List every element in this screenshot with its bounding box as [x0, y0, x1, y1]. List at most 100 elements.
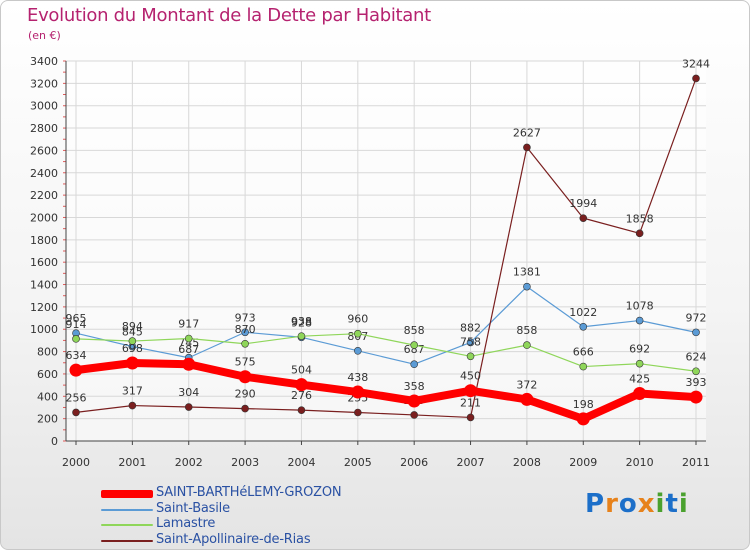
y-tick-label: 1600 — [30, 256, 58, 269]
data-label-lamastre: 666 — [573, 346, 594, 359]
legend-label-saint-barthelemy-grozon: SAINT-BARTHéLEMY-GROZON — [156, 485, 342, 500]
series-line-lamastre — [75, 333, 697, 372]
data-point-saint-apollinaire-de-rias — [184, 403, 193, 411]
legend-item-saint-apollinaire-de-rias: Saint-Apollinaire-de-Rias — [101, 532, 401, 549]
y-tick-label: 3400 — [30, 55, 58, 68]
data-point-saint-barthelemy-grozon — [407, 394, 421, 408]
data-label-saint-apollinaire-de-rias: 304 — [178, 386, 199, 399]
data-label-lamastre: 894 — [122, 320, 143, 333]
y-tick-label: 800 — [37, 346, 58, 359]
data-point-lamastre — [635, 359, 644, 368]
data-label-saint-barthelemy-grozon: 358 — [404, 380, 425, 393]
data-label-lamastre: 758 — [460, 335, 481, 348]
data-point-lamastre — [410, 341, 418, 349]
x-tick-label: 2006 — [400, 456, 428, 469]
data-label-saint-apollinaire-de-rias: 1994 — [569, 197, 597, 210]
logo-letter: r — [605, 489, 619, 519]
data-label-lamastre: 914 — [66, 318, 87, 331]
data-point-saint-basile — [410, 360, 418, 369]
x-tick-label: 2004 — [287, 456, 315, 469]
data-point-saint-apollinaire-de-rias — [128, 401, 137, 410]
data-point-lamastre — [579, 362, 588, 371]
data-point-saint-barthelemy-grozon — [633, 387, 647, 400]
logo-letter: x — [637, 489, 656, 519]
data-point-lamastre — [523, 341, 531, 349]
data-label-saint-barthelemy-grozon: 372 — [516, 378, 537, 391]
y-tick-label: 400 — [37, 390, 58, 403]
logo-letter: i — [678, 489, 689, 519]
data-label-saint-basile: 1381 — [513, 266, 541, 279]
y-tick-label: 2000 — [30, 211, 58, 224]
logo-text: Proxiti — [585, 489, 689, 519]
data-point-lamastre — [128, 337, 137, 345]
data-point-lamastre — [297, 332, 306, 340]
data-point-lamastre — [72, 335, 80, 343]
data-point-saint-barthelemy-grozon — [69, 363, 83, 377]
legend-swatch-saint-basile — [101, 508, 153, 511]
data-label-saint-basile: 965 — [66, 312, 87, 325]
logo-letter: i — [655, 489, 666, 519]
data-label-lamastre: 917 — [178, 318, 199, 331]
y-tick-label: 600 — [37, 368, 58, 381]
data-label-saint-barthelemy-grozon: 698 — [122, 342, 143, 355]
data-label-saint-apollinaire-de-rias: 1858 — [626, 212, 654, 225]
legend-swatch-lamastre — [101, 524, 153, 526]
data-point-saint-apollinaire-de-rias — [241, 404, 249, 413]
legend-swatch-saint-apollinaire-de-rias — [101, 539, 153, 542]
x-tick-label: 2011 — [682, 456, 710, 469]
data-point-saint-apollinaire-de-rias — [579, 214, 588, 222]
x-tick-label: 2008 — [513, 456, 541, 469]
data-point-saint-apollinaire-de-rias — [72, 408, 80, 417]
legend-label-saint-basile: Saint-Basile — [156, 500, 230, 516]
data-point-saint-basile — [354, 347, 362, 355]
data-point-saint-apollinaire-de-rias — [635, 229, 644, 238]
data-label-lamastre: 858 — [516, 324, 537, 337]
y-tick-label: 2200 — [30, 189, 58, 202]
data-label-saint-barthelemy-grozon: 425 — [629, 373, 650, 386]
data-label-saint-apollinaire-de-rias: 276 — [291, 389, 312, 402]
data-label-saint-barthelemy-grozon: 450 — [460, 370, 481, 383]
x-tick-label: 2007 — [457, 456, 485, 469]
data-point-saint-barthelemy-grozon — [125, 356, 139, 370]
data-point-saint-apollinaire-de-rias — [410, 411, 418, 419]
logo-letter: o — [618, 489, 638, 519]
data-label-saint-basile: 928 — [291, 316, 312, 329]
y-tick-label: 0 — [51, 435, 58, 448]
logo-letter: t — [665, 489, 679, 519]
data-label-saint-basile: 1022 — [569, 306, 597, 319]
data-point-saint-apollinaire-de-rias — [523, 143, 531, 152]
data-label-saint-barthelemy-grozon: 575 — [235, 356, 256, 369]
y-tick-label: 1400 — [30, 279, 58, 292]
x-tick-label: 2009 — [569, 456, 597, 469]
data-label-saint-basile: 745 — [178, 337, 199, 350]
legend-item-saint-barthelemy-grozon: SAINT-BARTHéLEMY-GROZON — [101, 485, 401, 502]
x-tick-label: 2002 — [175, 456, 203, 469]
data-point-lamastre — [241, 339, 249, 348]
data-label-saint-barthelemy-grozon: 634 — [66, 349, 87, 362]
series-line-saint-basile — [75, 286, 697, 365]
data-label-saint-apollinaire-de-rias: 317 — [122, 385, 143, 398]
y-tick-label: 2400 — [30, 167, 58, 180]
data-point-saint-basile — [523, 282, 531, 291]
data-point-lamastre — [354, 329, 362, 338]
data-label-saint-apollinaire-de-rias: 3244 — [682, 57, 710, 70]
data-point-saint-basile — [635, 316, 644, 325]
x-tick-label: 2005 — [344, 456, 372, 469]
legend-swatch-saint-barthelemy-grozon — [101, 490, 153, 498]
data-point-saint-barthelemy-grozon — [182, 357, 196, 371]
y-tick-label: 1200 — [30, 301, 58, 314]
x-tick-label: 2000 — [62, 456, 90, 469]
data-point-saint-apollinaire-de-rias — [692, 74, 700, 83]
data-label-saint-basile: 845 — [122, 326, 143, 339]
data-point-saint-barthelemy-grozon — [520, 392, 534, 406]
data-label-saint-basile: 972 — [686, 311, 707, 324]
data-point-saint-barthelemy-grozon — [238, 370, 252, 384]
data-label-saint-basile: 973 — [235, 311, 256, 324]
chart-title: Evolution du Montant de la Dette par Hab… — [27, 5, 431, 26]
data-label-saint-apollinaire-de-rias: 2627 — [513, 126, 541, 139]
y-tick-label: 1000 — [30, 323, 58, 336]
data-point-saint-barthelemy-grozon — [464, 384, 478, 398]
data-label-saint-barthelemy-grozon: 687 — [178, 343, 199, 356]
series-line-saint-apollinaire-de-rias — [75, 77, 697, 419]
